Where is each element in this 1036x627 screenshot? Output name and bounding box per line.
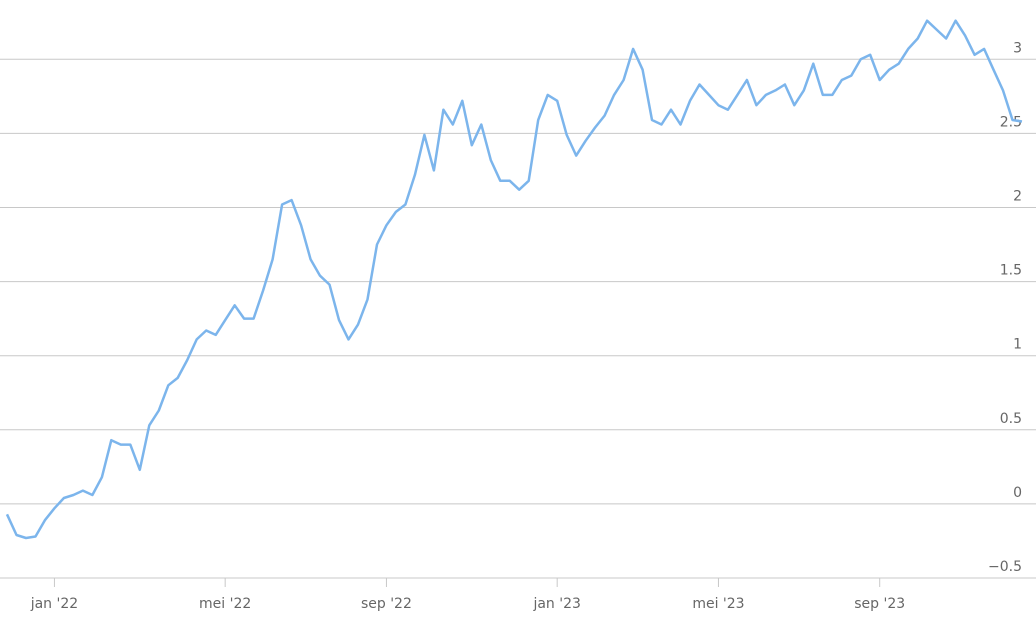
y-tick-label: 2.5 [1000, 114, 1022, 130]
y-tick-label: 1 [1013, 337, 1022, 353]
x-tick-label: mei '23 [692, 596, 744, 612]
y-tick-label: −0.5 [988, 559, 1022, 575]
y-tick-label: 0 [1013, 485, 1022, 501]
y-tick-label: 3 [1013, 40, 1022, 56]
x-tick-label: mei '22 [199, 596, 251, 612]
y-tick-label: 2 [1013, 188, 1022, 204]
x-tick-label: jan '23 [532, 596, 580, 612]
y-tick-label: 1.5 [1000, 263, 1022, 279]
x-tick-label: jan '22 [30, 596, 78, 612]
y-tick-label: 0.5 [1000, 411, 1022, 427]
x-tick-label: sep '23 [854, 596, 905, 612]
line-series [5, 19, 1023, 540]
x-tick-label: sep '22 [361, 596, 412, 612]
